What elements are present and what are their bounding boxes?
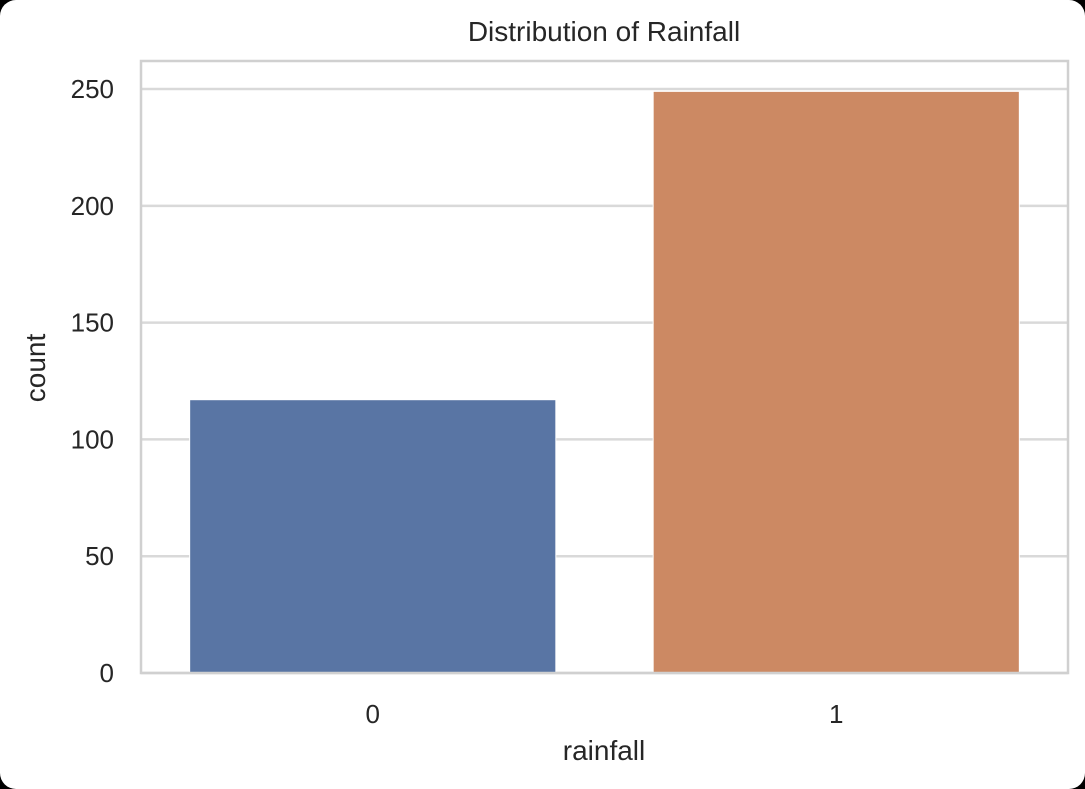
chart-title: Distribution of Rainfall [468,16,740,47]
y-tick-label: 100 [71,424,114,454]
y-tick-labels: 0 50 100 150 200 250 [71,74,114,688]
x-tick-label: 0 [366,699,380,729]
y-tick-label: 50 [85,541,114,571]
x-tick-label: 1 [829,699,843,729]
x-axis-label: rainfall [563,735,645,766]
y-tick-label: 200 [71,191,114,221]
y-axis-label: count [20,334,51,403]
bars [189,90,1020,674]
bar-0 [189,399,557,674]
y-tick-label: 150 [71,308,114,338]
plot-area-border [139,59,1070,675]
bar-1 [652,90,1020,674]
y-tick-label: 250 [71,74,114,104]
y-tick-label: 0 [100,658,114,688]
